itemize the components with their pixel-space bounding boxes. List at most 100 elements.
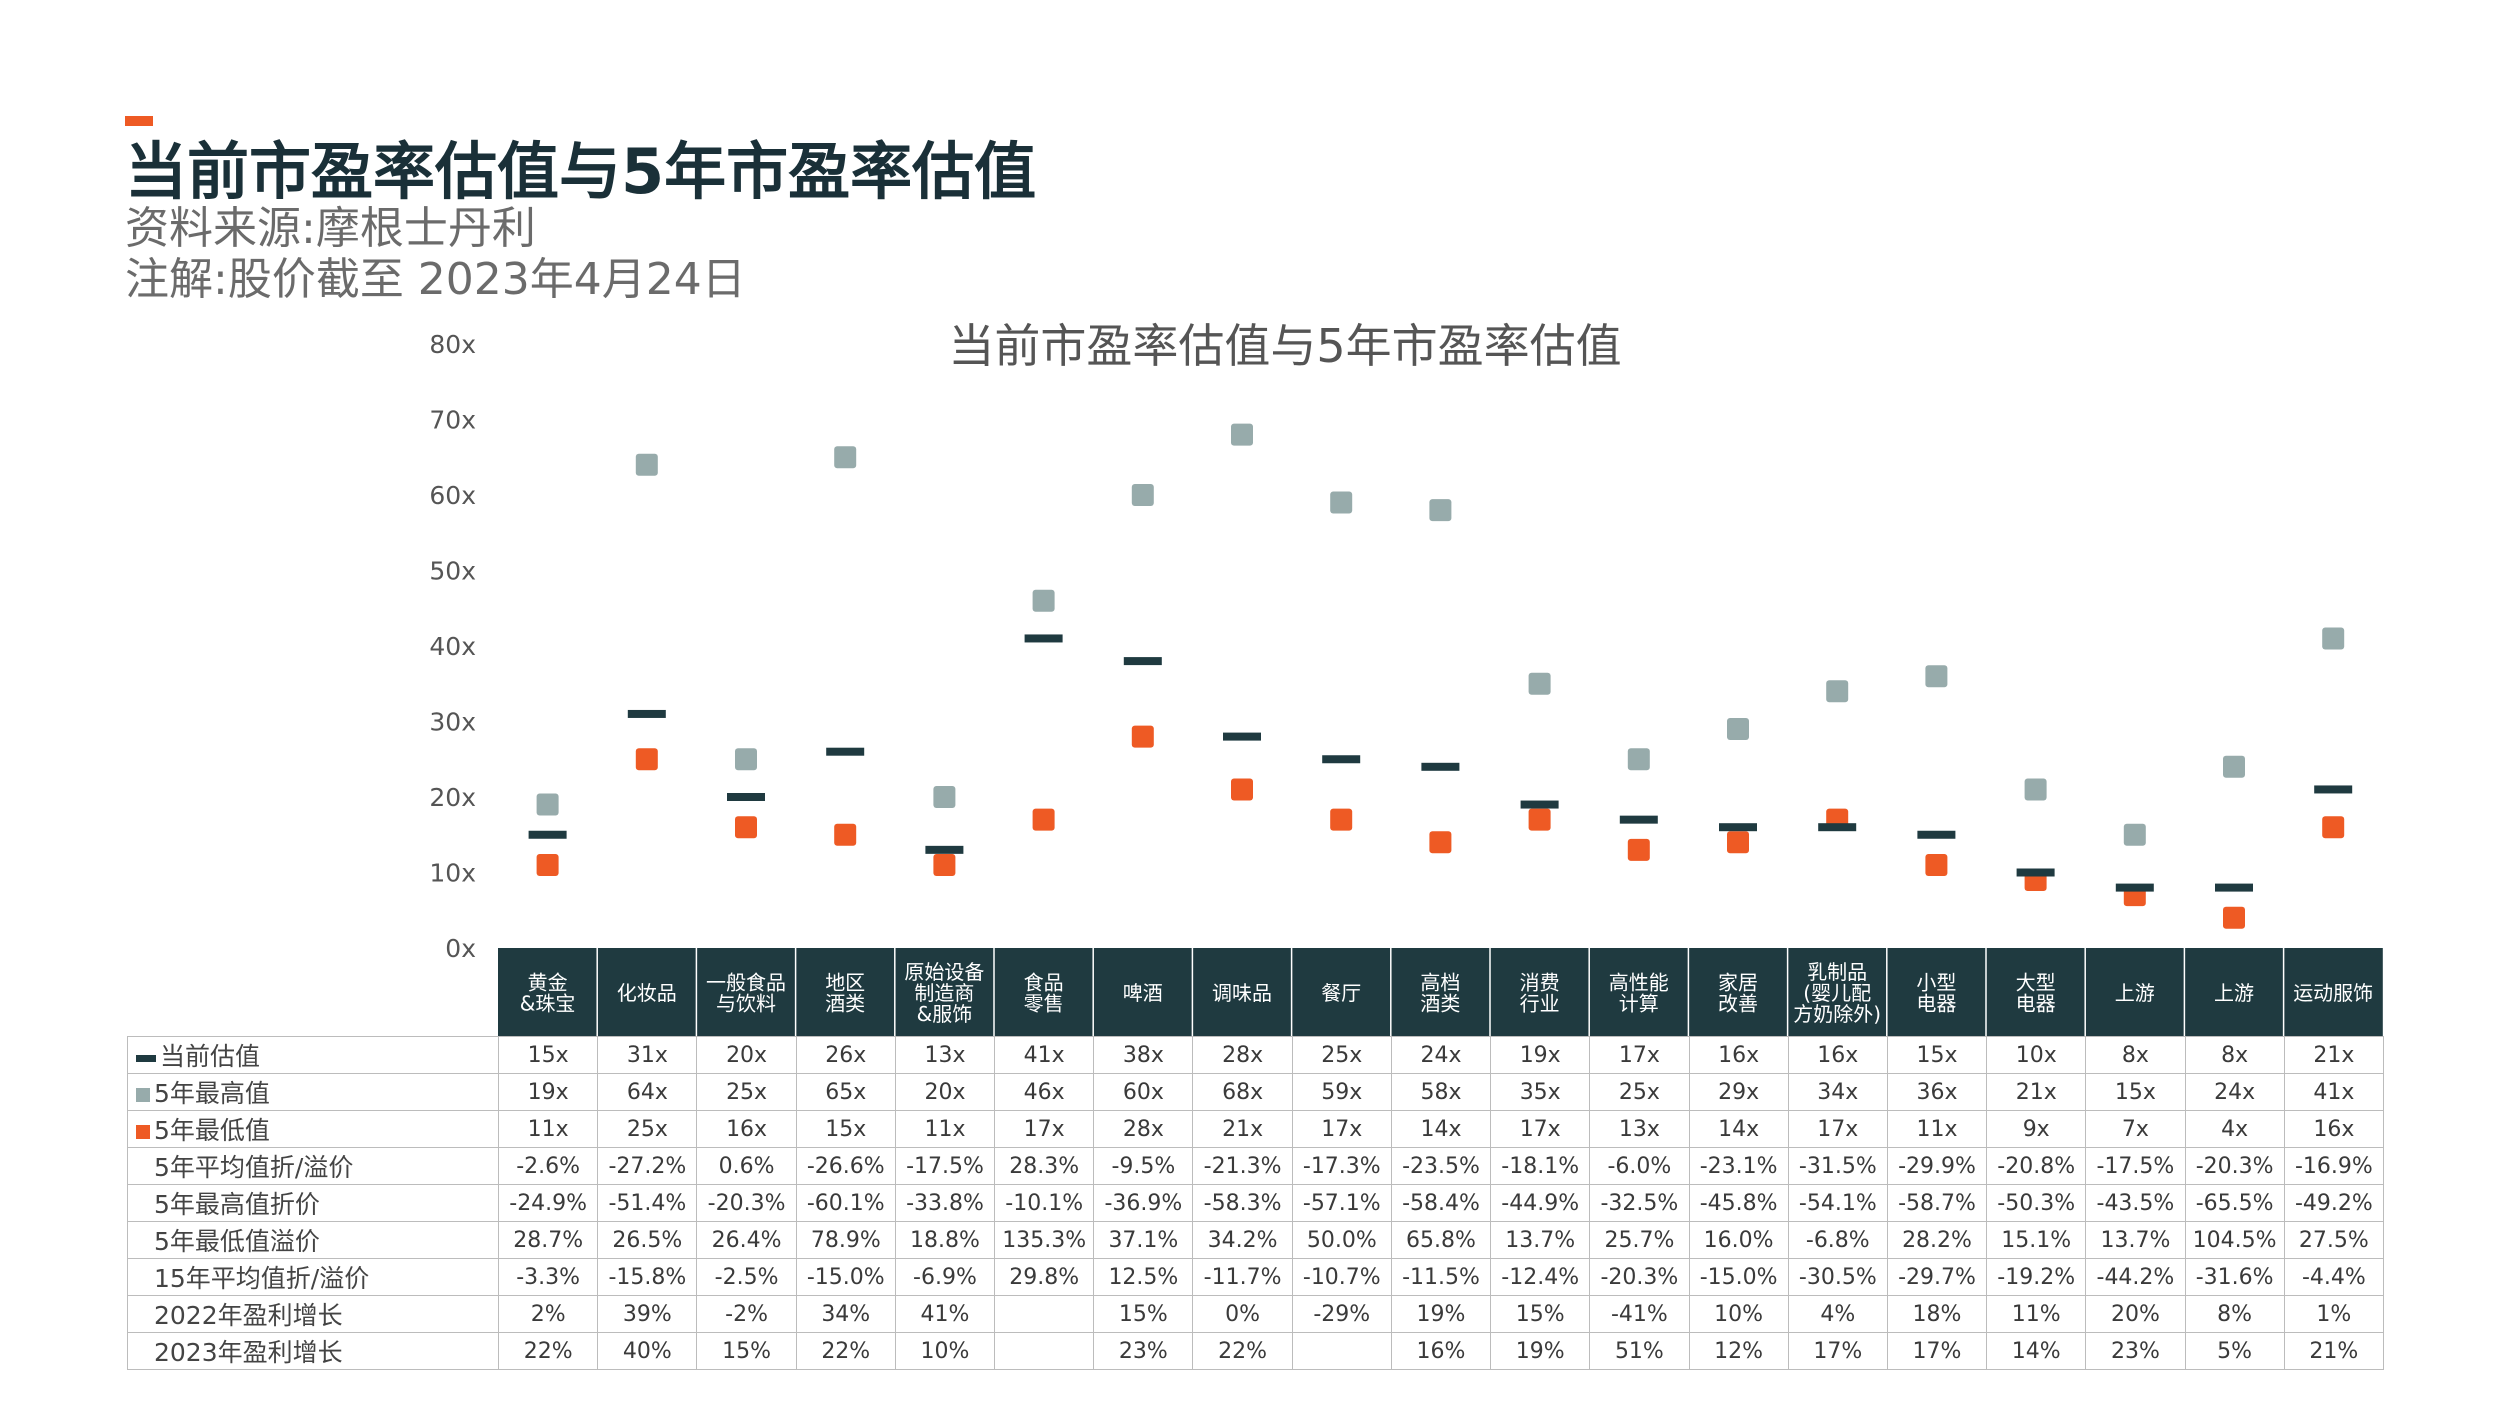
table-cell: -57.1% — [1291, 1184, 1392, 1222]
table-cell: -36.9% — [1093, 1184, 1194, 1222]
table-cell: 25x — [1291, 1036, 1392, 1074]
table-cell: 16x — [696, 1110, 797, 1148]
category-label: 运动服饰 — [2293, 981, 2373, 1005]
table-cell: 17x — [1589, 1036, 1690, 1074]
table-cell: 5% — [2184, 1332, 2285, 1370]
category-label: 酒类 — [1420, 992, 1460, 1016]
table-cell: 14x — [1390, 1110, 1492, 1148]
table-cell: 51% — [1589, 1332, 1690, 1370]
legend-marker — [136, 1054, 156, 1062]
table-cell: 68x — [1192, 1073, 1293, 1111]
low-point — [1727, 831, 1749, 854]
low-point — [735, 816, 757, 839]
table-cell: 4% — [1787, 1295, 1888, 1333]
table-cell: -15.0% — [1688, 1258, 1789, 1296]
category-label: 啤酒 — [1123, 981, 1163, 1005]
table-cell: -31.6% — [2184, 1258, 2285, 1296]
table-cell: 24x — [1390, 1036, 1492, 1074]
table-row: 当前估值 15x 31x 20x 26x 13x 41x 38x 28x 25x 24x 19x 17x… — [126, 1036, 2385, 1074]
row-label: 5年平均值折/溢价 — [126, 1147, 500, 1185]
row-label-text: 2022年盈利增长 — [154, 1301, 343, 1330]
high-point — [2223, 755, 2245, 778]
table-cell: -6.8% — [1787, 1221, 1888, 1259]
table-cell: 17% — [1886, 1332, 1988, 1370]
table-cell: -16.9% — [2283, 1147, 2385, 1185]
table-cell: -29% — [1291, 1295, 1392, 1333]
table-cell: 19% — [1390, 1295, 1492, 1333]
table-cell: 0.6% — [696, 1147, 797, 1185]
category-label: 食品 — [1024, 971, 1064, 995]
table-cell: 16x — [2283, 1110, 2385, 1148]
high-point — [1727, 718, 1749, 741]
row-label-text: 5年最低值 — [154, 1116, 270, 1145]
table-cell: -17.3% — [1291, 1147, 1392, 1185]
table-cell: 28x — [1192, 1036, 1293, 1074]
legend-marker — [136, 1125, 150, 1139]
current-dash — [627, 709, 666, 718]
table-cell — [994, 1332, 1095, 1370]
low-point — [1330, 808, 1353, 831]
table-cell: 22% — [795, 1332, 896, 1370]
category-label: 餐厅 — [1321, 981, 1361, 1005]
high-point — [1528, 672, 1551, 695]
table-cell: -17.5% — [894, 1147, 996, 1185]
row-label: 2023年盈利增长 — [126, 1332, 500, 1370]
y-tick-label: 10x — [429, 859, 476, 888]
table-cell: 16% — [1390, 1332, 1492, 1370]
data-marks — [528, 423, 2353, 929]
category-label: 改善 — [1718, 992, 1758, 1016]
table-cell: -58.7% — [1886, 1184, 1988, 1222]
current-dash — [1024, 634, 1063, 643]
high-point — [536, 793, 559, 816]
table-cell: -2.5% — [696, 1258, 797, 1296]
table-cell: 4x — [2184, 1110, 2285, 1148]
table-cell: 8x — [2085, 1036, 2186, 1074]
table-row: 5年平均值折/溢价 -2.6% -27.2% 0.6% -26.6% -17.5% 28.3… — [126, 1147, 2385, 1185]
table-cell: 22% — [1192, 1332, 1293, 1370]
table-cell: 17% — [1787, 1332, 1888, 1370]
table-cell: 41x — [2283, 1073, 2385, 1111]
table-cell: 21% — [2283, 1332, 2385, 1370]
table-cell: 13x — [1589, 1110, 1690, 1148]
current-dash — [1818, 823, 1857, 832]
table-cell: -12.4% — [1490, 1258, 1591, 1296]
table-cell: 17x — [1291, 1110, 1392, 1148]
table-cell: -44.2% — [2085, 1258, 2186, 1296]
table-cell: 59x — [1291, 1073, 1392, 1111]
table-cell: 29.8% — [994, 1258, 1095, 1296]
category-label: 上游 — [2115, 981, 2155, 1005]
table-cell: 15x — [498, 1036, 599, 1074]
table-cell: 40% — [597, 1332, 698, 1370]
row-label: 2022年盈利增长 — [126, 1295, 500, 1333]
table-cell: 39% — [597, 1295, 698, 1333]
category-label: 电器 — [1916, 992, 1956, 1016]
table-cell: 24x — [2184, 1073, 2285, 1111]
table-cell: 8x — [2184, 1036, 2285, 1074]
table-cell: -65.5% — [2184, 1184, 2285, 1222]
low-point — [933, 853, 956, 876]
table-cell: -23.1% — [1688, 1147, 1789, 1185]
y-tick-label: 70x — [429, 406, 476, 435]
table-cell: -29.7% — [1886, 1258, 1988, 1296]
table-cell: 13.7% — [1490, 1221, 1591, 1259]
current-dash — [2016, 868, 2055, 877]
table-cell: 1% — [2283, 1295, 2385, 1333]
low-point — [1925, 853, 1948, 876]
table-cell: -33.8% — [894, 1184, 996, 1222]
table-cell: 13x — [894, 1036, 996, 1074]
table-cell: -6.0% — [1589, 1147, 1690, 1185]
table-cell: -31.5% — [1787, 1147, 1888, 1185]
table-cell: 38x — [1093, 1036, 1194, 1074]
category-label: 制造商 — [914, 981, 974, 1005]
table-cell: 34x — [1787, 1073, 1888, 1111]
row-label: 5年最高值 — [126, 1073, 500, 1111]
table-cell: -15.0% — [795, 1258, 896, 1296]
category-label: 计算 — [1619, 992, 1659, 1016]
high-point — [635, 453, 658, 476]
table-cell: 15% — [696, 1332, 797, 1370]
table-cell: -10.1% — [994, 1184, 1095, 1222]
table-cell: -44.9% — [1490, 1184, 1591, 1222]
table-cell: 20x — [696, 1036, 797, 1074]
table-cell: 37.1% — [1093, 1221, 1194, 1259]
